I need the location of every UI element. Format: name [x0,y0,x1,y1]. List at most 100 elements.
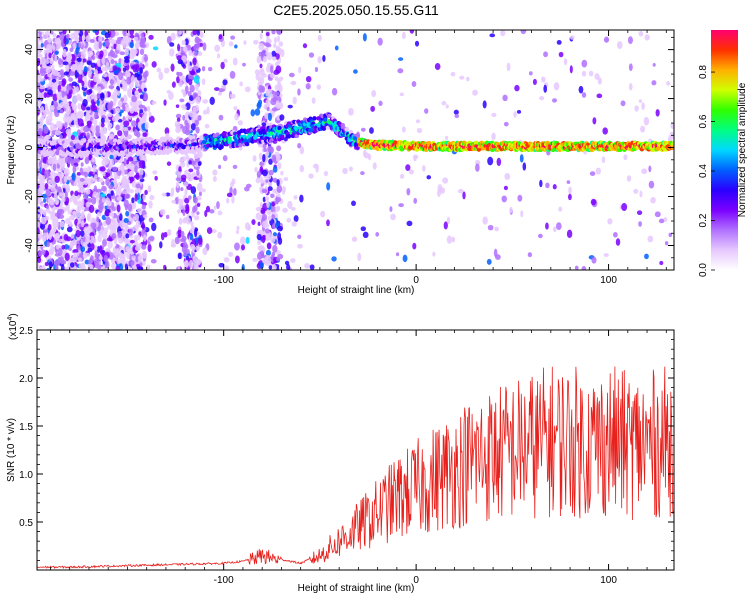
spectrogram-cell [118,71,124,81]
spectrogram-cell [84,171,89,178]
spectrogram-cell [229,70,236,79]
spectrogram-cell [111,206,117,211]
spectrogram-cell [91,157,96,163]
spectrogram-cell [108,72,115,79]
spectrogram-cell [81,80,85,87]
spectrogram-cell [124,193,131,199]
spectrogram-cell [223,256,230,263]
figure-title: C2E5.2025.050.15.55.G11 [273,2,439,18]
spectrogram-cell [37,183,40,189]
spectrogram-cell [74,190,79,197]
spectrogram-cell [76,144,81,150]
spectrogram-cell [126,30,130,37]
spectrogram-cell [218,88,225,93]
spectrogram-cell [71,103,78,111]
spectrogram-cell [487,224,494,231]
spectrogram-cell [80,162,84,167]
spectrogram-cell [251,219,256,226]
spectrogram-cell [568,186,572,195]
spectrogram-cell [491,112,497,117]
spectrogram-cell [353,69,358,74]
spectrogram-cell [166,229,172,237]
spectrogram-cell [623,154,628,161]
spectrogram-cell [75,37,79,41]
spectrogram-cell [290,206,296,211]
spectrogram-cell [139,109,144,114]
spectrogram-cell [45,134,51,140]
spectrogram-cell [119,213,123,221]
spectrogram-cell [234,113,239,121]
spectrogram-cell [218,164,222,170]
spectrogram-cell [267,145,273,153]
spectrogram-cell [590,198,597,206]
spectrogram-cell [182,105,187,111]
spectrogram-cell [118,57,122,65]
spectrogram-cell [348,107,354,116]
spectrogram-cell [104,32,110,39]
spectrogram-cell [144,121,149,130]
spectrogram-cell [104,205,108,210]
spectrogram-cell [305,75,312,83]
spectrogram-cell [494,226,499,232]
spectrogram-cell [138,174,143,180]
spectrogram-cell [140,199,144,205]
spectrogram-cell [101,197,106,203]
spectrogram-cell [174,196,179,205]
spectrogram-cell [247,224,251,231]
spectrogram-cell [72,64,78,71]
spectrogram-cell [541,76,546,83]
spectrogram-cell [142,132,147,137]
spectrogram-cell [98,177,104,183]
spectrogram-cell [44,103,48,111]
spectrogram-cell [180,174,187,181]
spectrogram-cell [286,134,292,139]
spectrogram-cell [170,243,177,248]
spectrogram-cell [601,156,606,164]
spectrogram-cell [57,247,63,257]
spectrogram-cell [84,178,88,186]
spectrogram-cell [48,110,53,119]
spectrogram-cell [226,197,230,204]
spectrogram-cell [70,240,76,247]
spectrogram-cell [101,66,107,72]
spectrogram-cell [276,145,282,152]
spectrogram-cell [80,246,86,253]
spectrogram-cell [139,48,145,56]
spectrogram-cell [229,181,234,188]
spectrogram-cell [182,125,188,135]
spectrogram-cell [648,180,655,189]
spectrogram-cell [87,263,94,270]
spectrogram-cell [180,230,185,238]
spectrogram-cell [445,135,449,140]
spectrogram-cell [271,30,276,35]
spectrogram-cell [545,222,549,230]
spectrogram-cell [175,104,180,109]
spectrogram-cell [413,197,418,204]
spectrogram-cell [591,256,597,264]
spectrogram-cell [567,193,572,201]
spectrogram-cell [489,33,496,38]
spectrogram-cell [44,169,51,179]
spectrogram-cell [66,226,73,233]
spectrogram-cell [457,188,464,194]
spectrogram-cell [40,202,45,208]
spectrogram-cell [161,192,167,197]
spectrogram-cell [260,176,264,185]
spectrogram-cell [120,164,125,170]
spectrogram-cell [290,258,296,263]
spectrogram-cell [278,76,284,82]
spectrogram-cell [334,45,339,51]
spectrogram-cell [48,52,52,59]
spectrogram-cell [271,251,276,257]
spectrogram-cell [351,236,358,242]
spectrogram-cell [139,153,145,161]
spectrogram-cell [201,188,206,193]
spectrogram-cell [111,53,118,59]
spectrogram-cell [88,88,93,94]
spectrogram-cell [63,36,67,45]
spectrogram-cell [178,203,185,211]
spectrogram-cell [40,222,46,230]
spectrogram-cell [263,147,268,153]
spectrogram-cell [100,92,105,101]
spectrogram-cell [202,42,207,51]
